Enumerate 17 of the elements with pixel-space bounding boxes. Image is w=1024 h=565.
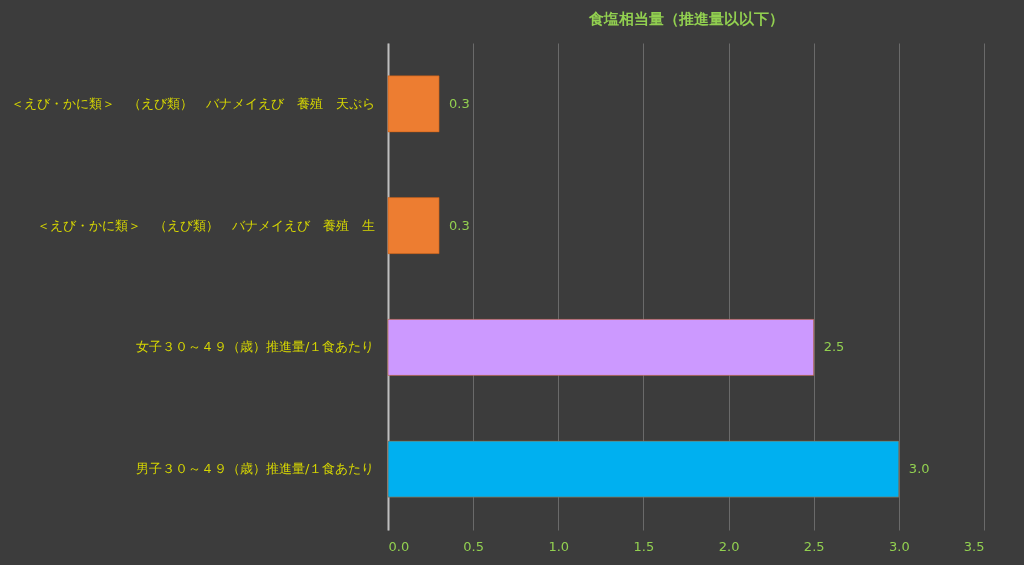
x-tick-label: 2.5 xyxy=(803,538,825,554)
x-tick-label: 3.0 xyxy=(889,538,910,554)
y-tick-label: 女子３０～４９（歳）推進量/１食あたり xyxy=(136,339,375,355)
x-tick-label: 3.5 xyxy=(963,538,985,554)
y-tick-label: 男子３０～４９（歳）推進量/１食あたり xyxy=(136,461,375,477)
x-tick-label: 2.0 xyxy=(718,538,740,554)
x-tick-label: 0.0 xyxy=(388,538,410,554)
data-label: 2.5 xyxy=(823,339,845,355)
data-label: 0.3 xyxy=(449,217,470,233)
x-tick-label: 1.5 xyxy=(633,538,655,554)
data-label: 0.3 xyxy=(449,95,470,111)
x-tick-label: 0.5 xyxy=(463,538,484,554)
y-tick-label: ＜えび・かに類＞ （えび類） バナメイえび 養殖 天ぷら xyxy=(10,95,375,111)
y-tick-label: ＜えび・かに類＞ （えび類） バナメイえび 養殖 生 xyxy=(36,217,375,233)
data-label: 3.0 xyxy=(908,461,930,477)
chart-title: 食塩相当量（推進量以以下） xyxy=(587,10,784,28)
x-tick-label: 1.0 xyxy=(548,538,570,554)
